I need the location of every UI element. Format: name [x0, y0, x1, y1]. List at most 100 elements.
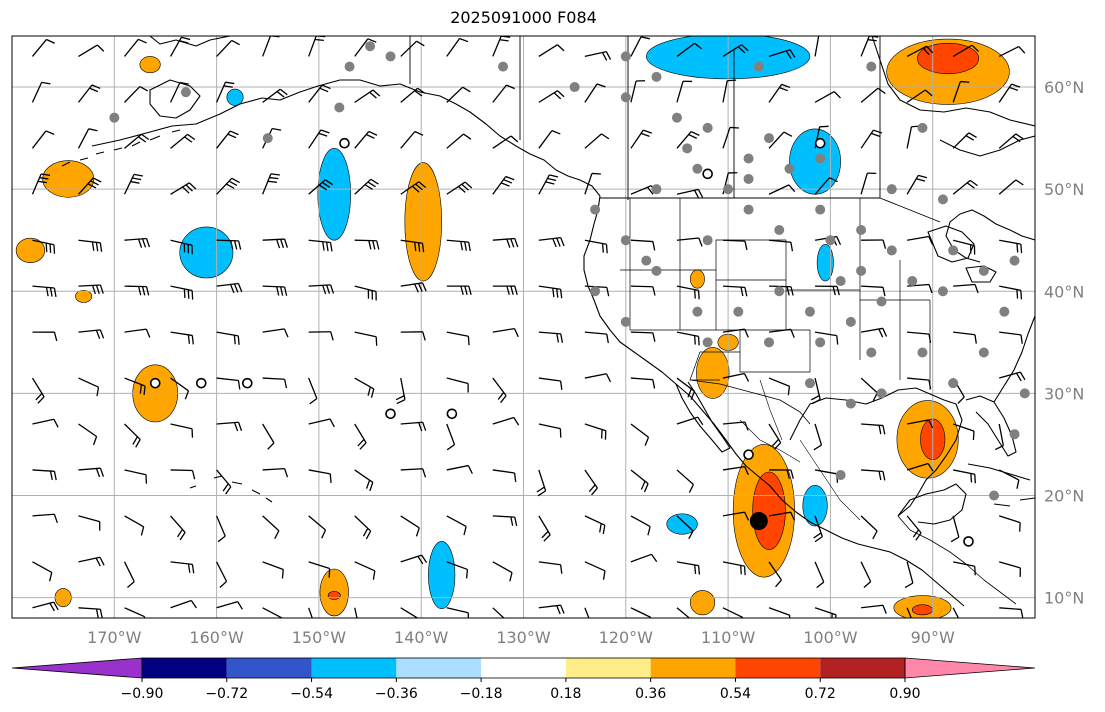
- wind-barb: [630, 129, 653, 149]
- station-dot: [590, 286, 601, 297]
- anomaly-region: [689, 269, 705, 289]
- longitude-label: 170°W: [87, 628, 142, 647]
- wind-barb: [124, 607, 146, 618]
- longitude-labels: 170°W 160°W 150°W 140°W 130°W 120°W 110°W 100°W…: [87, 628, 955, 647]
- wind-barb: [676, 188, 704, 199]
- wind-barb: [722, 285, 748, 297]
- station-dot: [682, 143, 693, 154]
- wind-barb: [630, 607, 652, 618]
- station-dot: [651, 184, 662, 195]
- colorbar-bin: [820, 658, 905, 678]
- wind-barb: [676, 130, 700, 149]
- wind-barb: [492, 416, 520, 426]
- wind-barb: [124, 133, 150, 149]
- wind-barb: [999, 371, 1026, 382]
- wind-barb: [262, 173, 280, 195]
- wind-barb: [124, 285, 150, 296]
- station-dot: [620, 92, 631, 103]
- station-dot: [385, 51, 396, 62]
- colorbar-min-extend: [11, 657, 143, 679]
- anomaly-region: [666, 513, 698, 535]
- colorbar-max-extend: [904, 657, 1036, 679]
- hawaii-islands: [189, 475, 273, 503]
- wind-barb: [400, 130, 424, 149]
- wind-barb: [262, 238, 289, 249]
- wind-barb: [492, 84, 515, 103]
- wind-barb: [630, 331, 656, 342]
- wind-barb: [124, 423, 141, 448]
- wind-barb: [538, 130, 561, 149]
- anomaly-region: [317, 148, 351, 241]
- wind-barb: [676, 469, 694, 493]
- wind-barb: [538, 285, 563, 299]
- wind-barb: [722, 239, 748, 251]
- wind-barb: [32, 331, 58, 342]
- wind-barb: [860, 129, 883, 149]
- wind-barb: [492, 469, 517, 482]
- wind-barb: [262, 561, 284, 579]
- station-dot: [978, 265, 989, 276]
- wind-barb: [906, 607, 912, 618]
- central-america: [897, 515, 1017, 605]
- station-dot: [815, 153, 826, 164]
- map-title: 2025091000 F084: [450, 8, 597, 27]
- wind-barb: [492, 377, 507, 404]
- wind-barb: [906, 515, 922, 541]
- wind-barb: [262, 423, 275, 450]
- wind-barb: [354, 331, 378, 346]
- wind-barb: [998, 83, 1021, 103]
- wind-barb: [768, 83, 791, 103]
- wind-barb: [78, 177, 102, 195]
- station-dot: [692, 163, 703, 174]
- anomaly-region: [752, 471, 786, 550]
- station-dot: [651, 71, 662, 82]
- wind-barb: [32, 469, 57, 481]
- calm-circle: [814, 137, 826, 149]
- wind-barb: [584, 239, 608, 254]
- wind-barb: [216, 39, 240, 57]
- wind-barb: [492, 607, 505, 618]
- station-dot: [569, 82, 580, 93]
- wind-barb: [584, 133, 610, 149]
- wind-barb: [400, 421, 427, 432]
- wind-barb: [170, 182, 197, 195]
- wind-barb: [630, 515, 651, 536]
- wind-barb: [584, 515, 606, 535]
- wind-barb: [722, 511, 750, 521]
- wind-barb: [722, 79, 737, 103]
- wind-barb: [538, 515, 551, 542]
- station-dot: [702, 337, 713, 348]
- wind-barb: [999, 285, 1023, 300]
- wind-barb: [446, 515, 467, 536]
- station-dot: [886, 245, 897, 256]
- colorbar: −0.90 −0.72 −0.54 −0.36 −0.18 0.18 0.36 0.54 0.7…: [11, 657, 1036, 702]
- colorbar-bin: [481, 658, 566, 678]
- wind-barb: [998, 133, 1024, 149]
- latitude-label: 50°N: [1044, 180, 1084, 199]
- wind-barb: [446, 423, 456, 451]
- wind-barb: [170, 469, 196, 480]
- wind-barb: [170, 285, 194, 300]
- wind-barb: [78, 377, 100, 397]
- longitude-label: 120°W: [599, 628, 654, 647]
- wind-barb: [722, 561, 746, 576]
- wind-barb: [446, 133, 472, 149]
- calm-circle: [241, 377, 253, 389]
- wind-barb: [907, 235, 934, 245]
- wind-barb: [446, 377, 469, 393]
- wind-barb: [32, 561, 53, 582]
- wind-barb: [31, 38, 55, 57]
- wind-barb: [813, 423, 823, 451]
- wind-barb: [400, 554, 428, 565]
- colorbar-tick-label: −0.18: [460, 686, 503, 702]
- wind-barb: [400, 239, 425, 253]
- wind-barb: [32, 601, 59, 612]
- wind-barb: [124, 377, 146, 396]
- station-dot: [109, 112, 120, 123]
- calm-circle: [702, 168, 713, 180]
- wind-barb: [354, 607, 358, 618]
- station-dot: [917, 347, 928, 358]
- station-dot: [856, 265, 867, 276]
- colorbar-tick-label: −0.36: [375, 686, 418, 702]
- wind-barb: [584, 172, 601, 195]
